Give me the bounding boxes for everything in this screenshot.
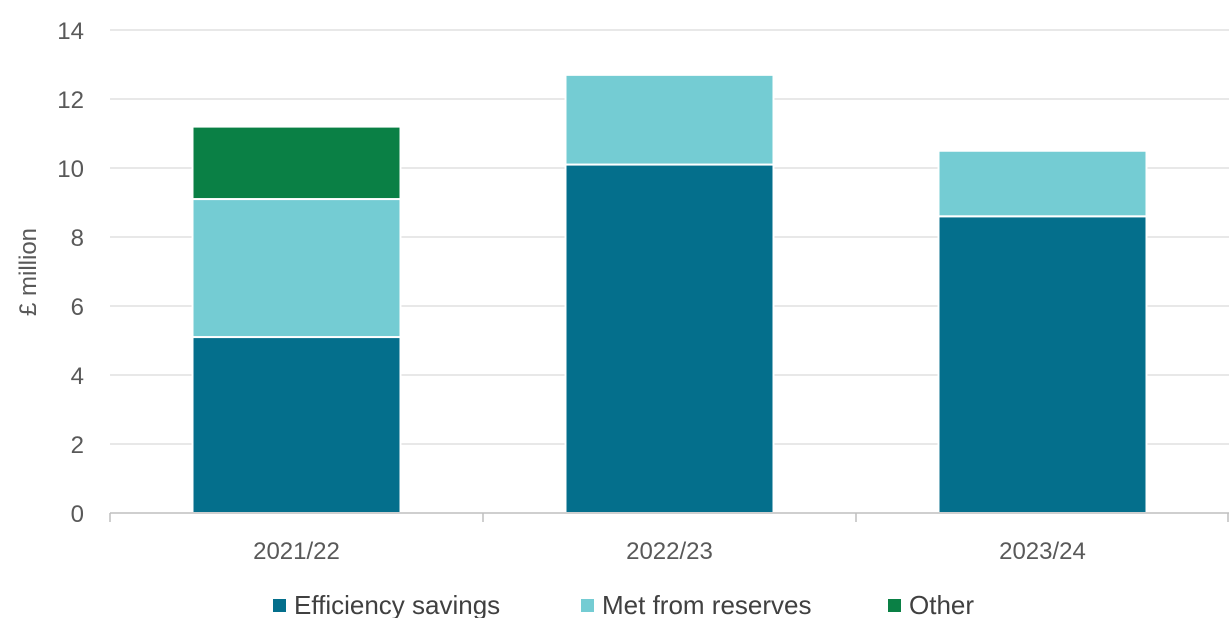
bar-segment: [191, 125, 402, 201]
y-tick-label: 2: [71, 432, 84, 459]
bar-segment: [191, 336, 402, 514]
legend-swatch: [581, 599, 594, 612]
bar-segment: [191, 198, 402, 339]
bar-segment: [564, 163, 775, 515]
y-tick-label: 0: [71, 501, 84, 528]
y-tick-label: 10: [57, 156, 84, 183]
legend: Efficiency savings Met from reserves Other: [273, 590, 974, 620]
legend-swatch: [888, 599, 901, 612]
x-tick-labels: 2021/22 2022/23 2023/24: [253, 538, 1086, 565]
bar-segment: [937, 215, 1148, 515]
x-tick-label: 2022/23: [626, 538, 713, 565]
legend-label: Met from reserves: [602, 590, 812, 618]
y-tick-label: 14: [57, 18, 84, 45]
x-tick-label: 2023/24: [999, 538, 1086, 565]
legend-label: Other: [909, 590, 974, 618]
bar-segment: [564, 73, 775, 166]
bar-segment: [937, 149, 1148, 218]
legend-label: Efficiency savings: [294, 590, 500, 618]
y-tick-label: 4: [71, 363, 84, 390]
y-tick-label: 6: [71, 294, 84, 321]
y-tick-labels: 0 2 4 6 8 10 12 14: [57, 18, 84, 528]
y-tick-label: 12: [57, 87, 84, 114]
legend-swatch: [273, 599, 286, 612]
y-tick-label: 8: [71, 225, 84, 252]
bars: [191, 73, 1148, 515]
y-axis-title: £ million: [15, 228, 42, 316]
x-tick-label: 2021/22: [253, 538, 340, 565]
x-axis: [109, 512, 1229, 522]
